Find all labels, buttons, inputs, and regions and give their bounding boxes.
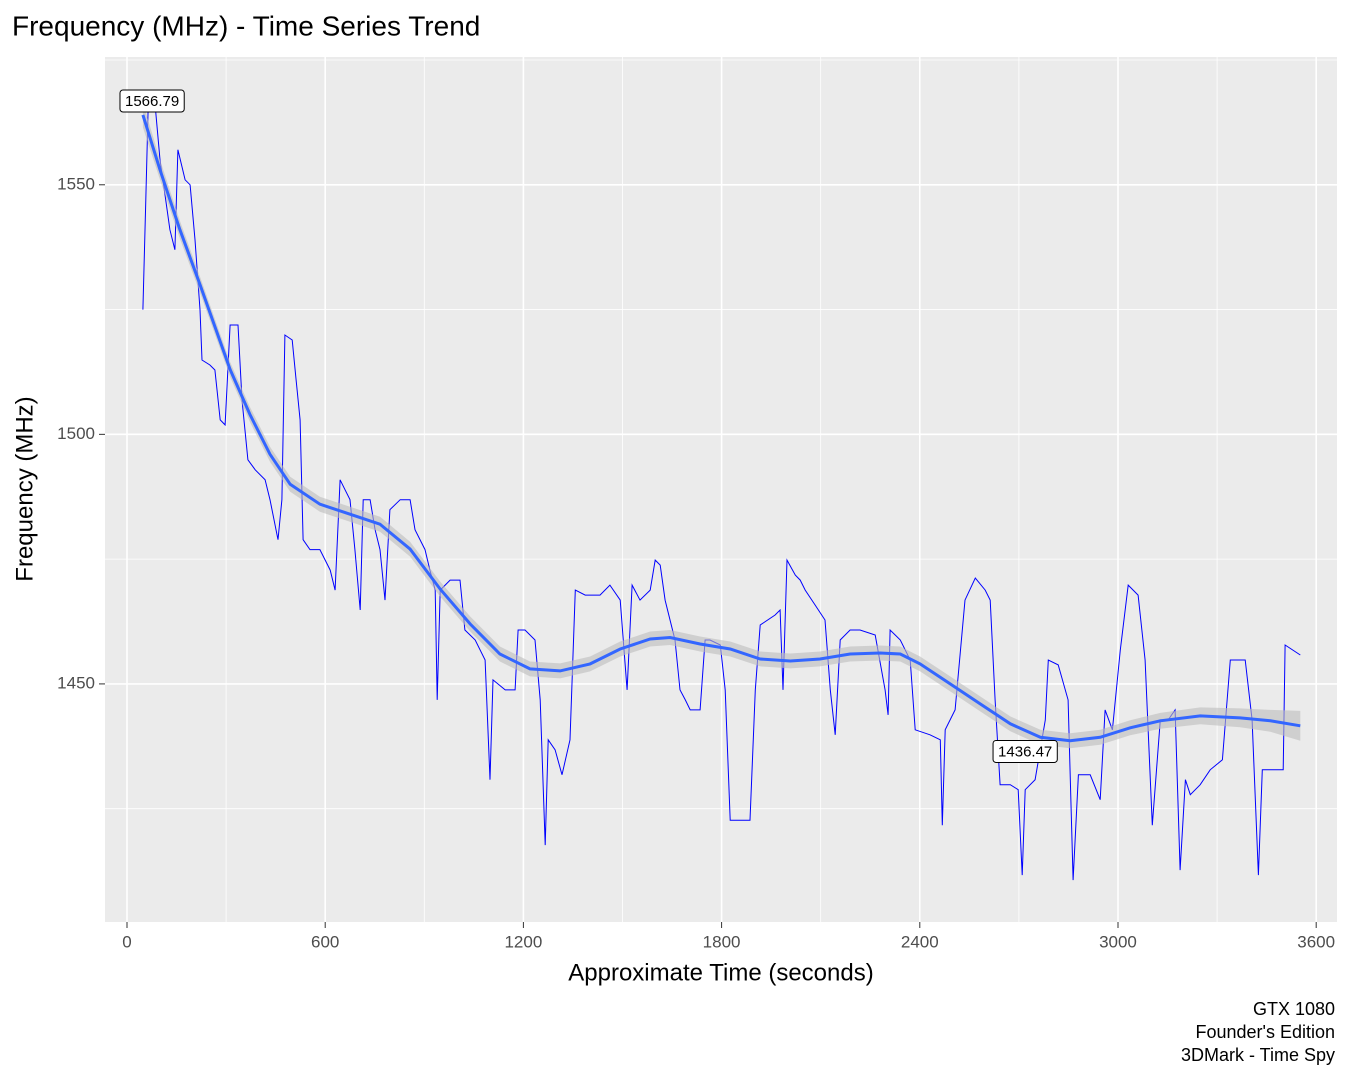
annotation: 1566.79	[119, 89, 185, 113]
data-line	[142, 100, 1301, 881]
y-tick-label: 1500	[57, 424, 95, 443]
annotation-box	[992, 739, 1058, 763]
x-tick-label: 0	[122, 932, 131, 951]
y-axis-title: Frequency (MHz)	[11, 396, 38, 581]
x-tick-label: 600	[311, 932, 339, 951]
x-axis-title: Approximate Time (seconds)	[568, 959, 873, 986]
caption: 3DMark - Time Spy	[1181, 1045, 1335, 1065]
x-tick-label: 3600	[1297, 932, 1335, 951]
annotation-label: 1436.47	[998, 743, 1052, 760]
x-tick-label: 3000	[1099, 932, 1137, 951]
chart-title: Frequency (MHz) - Time Series Trend	[12, 10, 480, 41]
x-tick-label: 2400	[901, 932, 939, 951]
trend-line	[141, 114, 1301, 743]
y-tick-label: 1550	[57, 174, 95, 193]
annotation-box	[119, 89, 185, 113]
x-tick-label: 1800	[703, 932, 741, 951]
caption: Founder's Edition	[1195, 1022, 1335, 1042]
y-tick-label: 1450	[57, 673, 95, 692]
x-tick-label: 1200	[504, 932, 542, 951]
annotation: 1436.47	[992, 739, 1058, 763]
annotation-label: 1566.79	[125, 93, 179, 110]
caption: GTX 1080	[1253, 999, 1335, 1019]
